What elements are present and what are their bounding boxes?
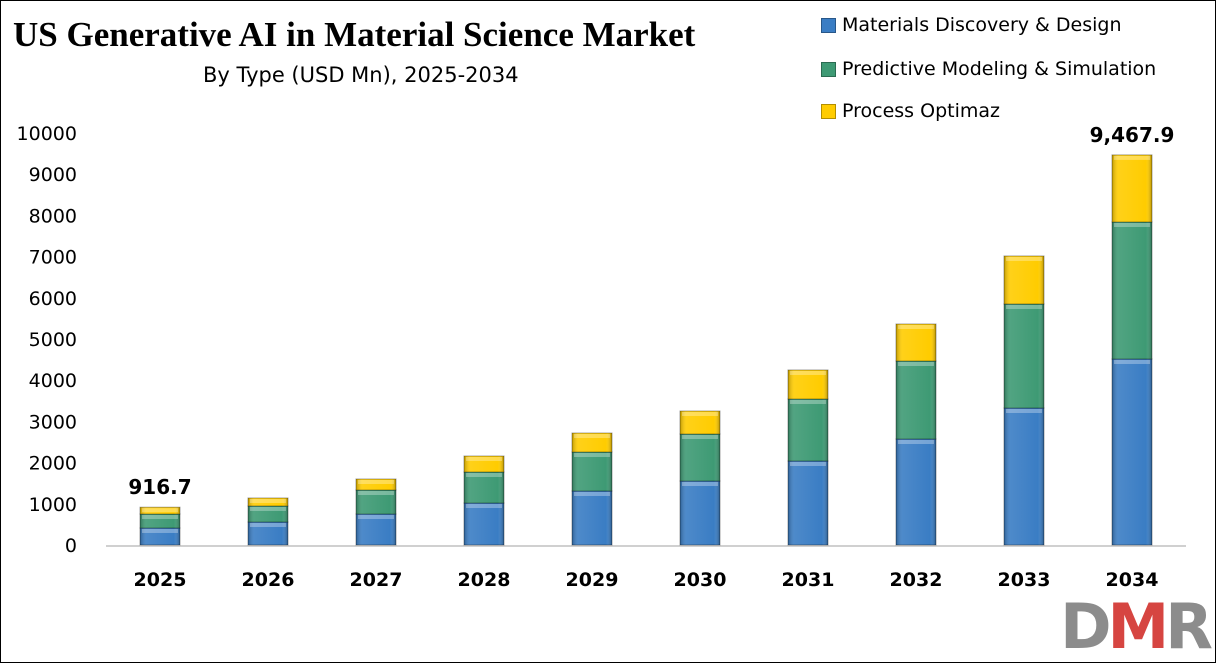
bar-bevel: [788, 460, 828, 545]
y-tick-label: 7000: [29, 247, 77, 269]
legend-label: Materials Discovery & Design: [842, 14, 1122, 36]
bar-bevel: [1004, 408, 1044, 545]
bar-highlight: [250, 506, 286, 511]
legend-swatch: [821, 17, 836, 33]
bar-highlight: [358, 490, 394, 495]
bar-bevel: [896, 438, 936, 545]
bar-bevel: [1112, 358, 1152, 545]
y-tick-label: 5000: [29, 329, 77, 351]
bar-highlight: [898, 325, 934, 330]
x-tick-label: 2033: [998, 569, 1051, 591]
legend-label: Process Optimaz: [842, 100, 1000, 122]
y-tick-label: 9000: [29, 164, 77, 186]
bar-bevel: [1112, 154, 1152, 222]
bar-bevel: [356, 478, 396, 490]
bar-bevel: [140, 514, 180, 528]
bar-highlight: [790, 461, 826, 466]
chart-title: US Generative AI in Material Science Mar…: [13, 15, 696, 54]
bar-bevel: [1112, 221, 1152, 359]
bar-bevel: [680, 481, 720, 545]
chart-subtitle: By Type (USD Mn), 2025-2034: [203, 63, 519, 87]
bar-highlight: [1114, 359, 1150, 364]
bar-highlight: [358, 479, 394, 484]
bar-highlight: [142, 528, 178, 533]
bar-bevel: [140, 507, 180, 515]
bar-highlight: [682, 412, 718, 417]
bar-bevel: [464, 471, 504, 504]
legend-item-materials-discovery: Materials Discovery & Design: [821, 14, 1122, 36]
bar-highlight: [142, 515, 178, 520]
y-tick-label: 3000: [29, 411, 77, 433]
bar-highlight: [574, 434, 610, 439]
bar-bevel: [464, 456, 504, 472]
x-tick-label: 2028: [458, 569, 511, 591]
bar-highlight: [142, 508, 178, 513]
bar-highlight: [574, 453, 610, 458]
y-tick-label: 8000: [29, 205, 77, 227]
legend-label: Predictive Modeling & Simulation: [842, 58, 1157, 80]
bar-bevel: [896, 324, 936, 362]
bar-highlight: [898, 362, 934, 367]
y-tick-label: 6000: [29, 288, 77, 310]
bar-bevel: [680, 434, 720, 482]
bar-bevel: [788, 398, 828, 461]
bar-highlight: [1114, 155, 1150, 160]
x-tick-label: 2029: [566, 569, 619, 591]
bar-bevel: [248, 522, 288, 545]
bar-bevel: [140, 527, 180, 545]
bar-bevel: [572, 433, 612, 453]
bar-bevel: [788, 369, 828, 399]
y-tick-label: 10000: [17, 123, 77, 145]
bar-bevel: [572, 452, 612, 491]
x-tick-label: 2026: [242, 569, 295, 591]
y-tick-label: 4000: [29, 370, 77, 392]
dmr-logo: DMR: [1060, 590, 1213, 663]
legend-item-predictive-modeling: Predictive Modeling & Simulation: [821, 58, 1156, 80]
data-label-2025: 916.7: [128, 475, 191, 499]
bar-highlight: [790, 370, 826, 375]
bar-bevel: [1004, 255, 1044, 304]
bar-bevel: [572, 490, 612, 545]
x-tick-label: 2025: [134, 569, 187, 591]
data-label-2034: 9,467.9: [1090, 123, 1175, 147]
bar-bevel: [356, 489, 396, 515]
bar-highlight: [682, 435, 718, 440]
bar-highlight: [1114, 222, 1150, 227]
bar-highlight: [250, 498, 286, 503]
x-tick-label: 2027: [350, 569, 403, 591]
bar-highlight: [250, 523, 286, 528]
x-tick-label: 2031: [782, 569, 835, 591]
bar-bevel: [356, 514, 396, 545]
legend-item-process-optimaz: Process Optimaz: [821, 100, 1000, 122]
bar-highlight: [466, 457, 502, 462]
bar-bevel: [248, 497, 288, 506]
x-tick-label: 2034: [1106, 569, 1159, 591]
bar-highlight: [898, 439, 934, 444]
x-tick-label: 2030: [674, 569, 727, 591]
bar-highlight: [574, 491, 610, 496]
bar-highlight: [1006, 256, 1042, 261]
x-tick-label: 2032: [890, 569, 943, 591]
bar-highlight: [682, 482, 718, 487]
bar-highlight: [1006, 304, 1042, 309]
bar-bevel: [896, 361, 936, 439]
bar-bevel: [464, 503, 504, 545]
bar-bevel: [680, 411, 720, 435]
bar-highlight: [466, 504, 502, 509]
bar-bevel: [1004, 303, 1044, 409]
bar-highlight: [358, 515, 394, 520]
y-tick-label: 0: [65, 535, 77, 557]
y-tick-label: 1000: [29, 494, 77, 516]
bar-bevel: [248, 505, 288, 523]
legend-swatch: [821, 61, 836, 77]
legend-swatch: [821, 103, 836, 119]
bar-highlight: [466, 472, 502, 477]
bar-highlight: [790, 399, 826, 404]
bar-highlight: [1006, 409, 1042, 414]
y-tick-label: 2000: [29, 453, 77, 475]
